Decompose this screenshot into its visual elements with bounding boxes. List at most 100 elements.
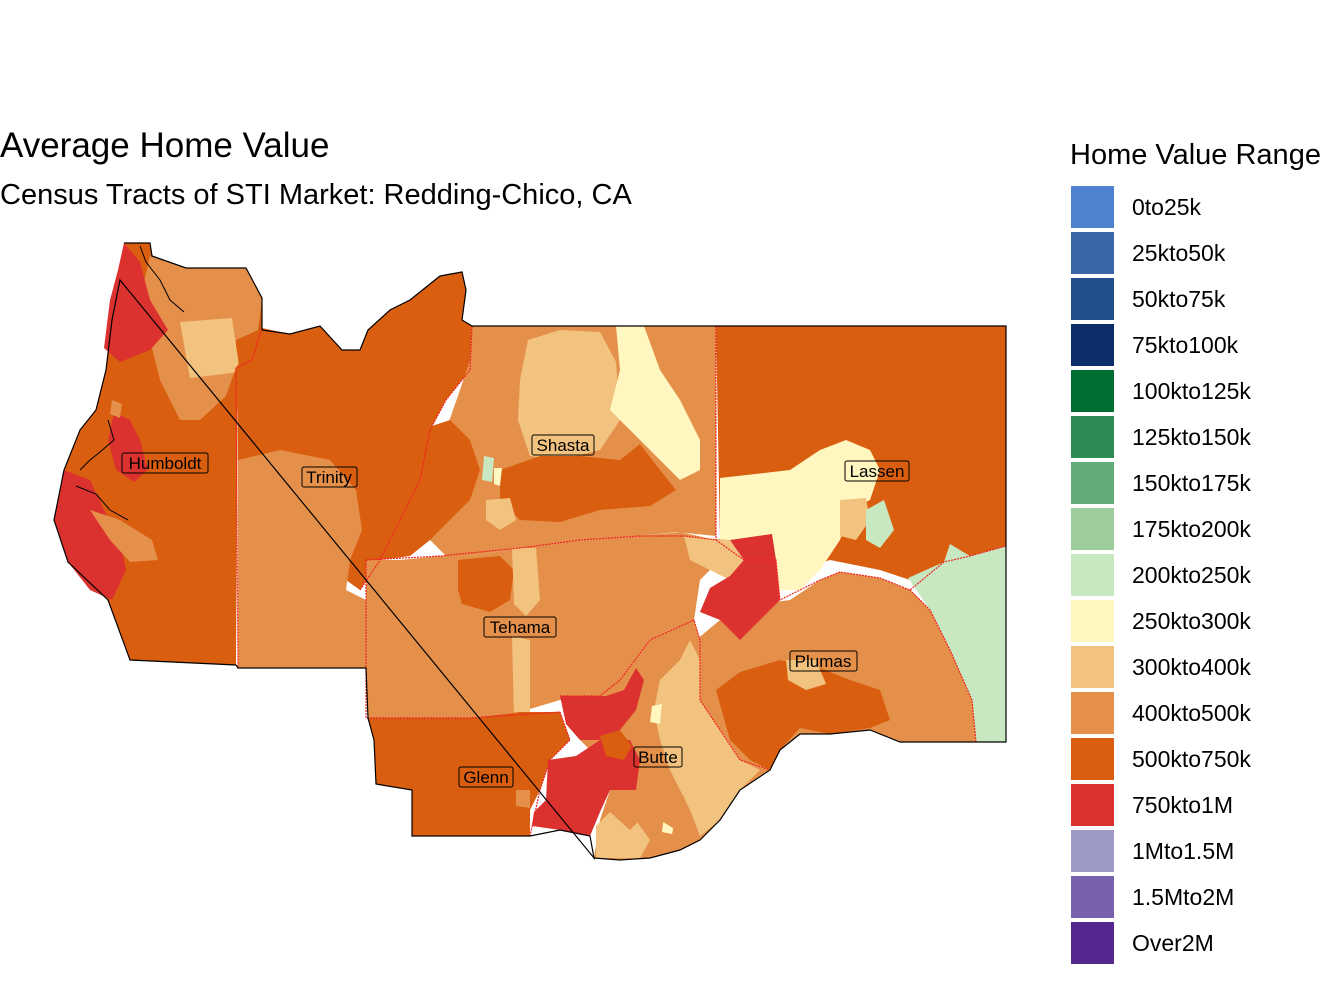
- legend-item: 50kto75k: [1071, 278, 1341, 320]
- county-label-butte: Butte: [633, 746, 683, 768]
- legend-swatch: [1071, 462, 1114, 504]
- legend-title: Home Value Range: [1070, 139, 1321, 171]
- legend-swatch: [1071, 738, 1114, 780]
- legend-label: 1.5Mto2M: [1132, 884, 1235, 910]
- legend-item: 400kto500k: [1071, 692, 1341, 734]
- county-label-lassen: Lassen: [844, 460, 910, 482]
- tract: [104, 243, 168, 362]
- tract: [600, 730, 632, 760]
- tract-fills: [54, 243, 1006, 860]
- legend-swatch: [1071, 232, 1114, 274]
- legend-label: 75kto100k: [1132, 332, 1239, 358]
- tract: [512, 548, 540, 616]
- tract: [908, 544, 1006, 742]
- legend-swatch: [1071, 416, 1114, 458]
- tract: [238, 450, 366, 668]
- county-label-tehama: Tehama: [483, 616, 557, 638]
- legend-item: 25kto50k: [1071, 232, 1341, 274]
- svg-text:Tehama: Tehama: [490, 618, 551, 637]
- legend-swatch: [1071, 324, 1114, 366]
- legend-item: 75kto100k: [1071, 324, 1341, 366]
- svg-text:Butte: Butte: [638, 748, 678, 767]
- legend-item: 200kto250k: [1071, 554, 1341, 596]
- county-label-plumas: Plumas: [789, 650, 858, 672]
- legend-label: 25kto50k: [1132, 240, 1226, 266]
- tract: [486, 498, 516, 530]
- county-label-humboldt: Humboldt: [121, 452, 209, 474]
- tract: [560, 668, 644, 740]
- tract: [366, 532, 720, 718]
- legend-label: 400kto500k: [1132, 700, 1251, 726]
- legend-item: 1Mto1.5M: [1071, 830, 1341, 872]
- legend-item: 1.5Mto2M: [1071, 876, 1341, 918]
- tract: [108, 412, 148, 482]
- legend-swatch: [1071, 876, 1114, 918]
- legend-item: 300kto400k: [1071, 646, 1341, 688]
- tract: [518, 330, 620, 460]
- legend-swatch: [1071, 830, 1114, 872]
- tract: [654, 640, 760, 836]
- legend-label: 125kto150k: [1132, 424, 1251, 450]
- tract: [660, 790, 690, 830]
- tract: [840, 498, 870, 540]
- legend-swatch: [1071, 508, 1114, 550]
- svg-text:Humboldt: Humboldt: [129, 454, 202, 473]
- svg-text:Glenn: Glenn: [463, 768, 508, 787]
- legend-swatch: [1071, 186, 1114, 228]
- tract: [610, 326, 700, 480]
- tract: [512, 636, 530, 718]
- legend-label: 50kto75k: [1132, 286, 1226, 312]
- legend-label: 250kto300k: [1132, 608, 1251, 634]
- legend-label: 300kto400k: [1132, 654, 1251, 680]
- county-label-shasta: Shasta: [531, 434, 595, 456]
- tract: [866, 500, 894, 548]
- tract: [650, 704, 662, 724]
- legend-item: 0to25k: [1071, 186, 1341, 228]
- tract: [380, 420, 480, 560]
- legend-item: 500kto750k: [1071, 738, 1341, 780]
- tract: [180, 318, 240, 378]
- county-boundaries: [235, 325, 1007, 837]
- legend-item: 125kto150k: [1071, 416, 1341, 458]
- county-label-trinity: Trinity: [301, 466, 358, 488]
- tract: [516, 790, 530, 808]
- svg-text:Lassen: Lassen: [850, 462, 905, 481]
- tract: [458, 556, 514, 612]
- legend-label: 0to25k: [1132, 194, 1202, 220]
- legend-swatch: [1071, 692, 1114, 734]
- legend-label: 500kto750k: [1132, 746, 1251, 772]
- tract: [482, 456, 494, 482]
- tract: [610, 790, 640, 830]
- svg-text:Shasta: Shasta: [537, 436, 590, 455]
- legend-swatch: [1071, 370, 1114, 412]
- svg-text:Plumas: Plumas: [795, 652, 852, 671]
- legend-swatch: [1071, 784, 1114, 826]
- svg-text:Trinity: Trinity: [306, 468, 352, 487]
- tract: [500, 444, 676, 522]
- tract: [532, 740, 640, 836]
- map-title: Average Home Value: [0, 126, 330, 165]
- legend-item: 150kto175k: [1071, 462, 1341, 504]
- tract: [494, 468, 502, 486]
- legend-item: 175kto200k: [1071, 508, 1341, 550]
- legend-label: 1Mto1.5M: [1132, 838, 1235, 864]
- legend-label: 200kto250k: [1132, 562, 1251, 588]
- legend-swatch: [1071, 646, 1114, 688]
- legend-swatch: [1071, 922, 1114, 964]
- county-labels: Humboldt Trinity Shasta Lassen Tehama Pl…: [121, 434, 910, 788]
- map-subtitle: Census Tracts of STI Market: Redding-Chi…: [0, 179, 632, 211]
- tract: [110, 400, 122, 418]
- tract: [54, 470, 126, 600]
- market-outline: [53, 242, 1007, 861]
- legend-item: 750kto1M: [1071, 784, 1341, 826]
- legend-item: 250kto300k: [1071, 600, 1341, 642]
- tract: [716, 660, 890, 770]
- legend-label: 175kto200k: [1132, 516, 1251, 542]
- tract: [226, 272, 472, 590]
- legend-item: Over2M: [1071, 922, 1341, 964]
- tract: [684, 536, 744, 580]
- choropleth-map: Humboldt Trinity Shasta Lassen Tehama Pl…: [53, 242, 1007, 861]
- tract: [90, 510, 158, 562]
- legend-swatch: [1071, 554, 1114, 596]
- tract: [786, 660, 826, 690]
